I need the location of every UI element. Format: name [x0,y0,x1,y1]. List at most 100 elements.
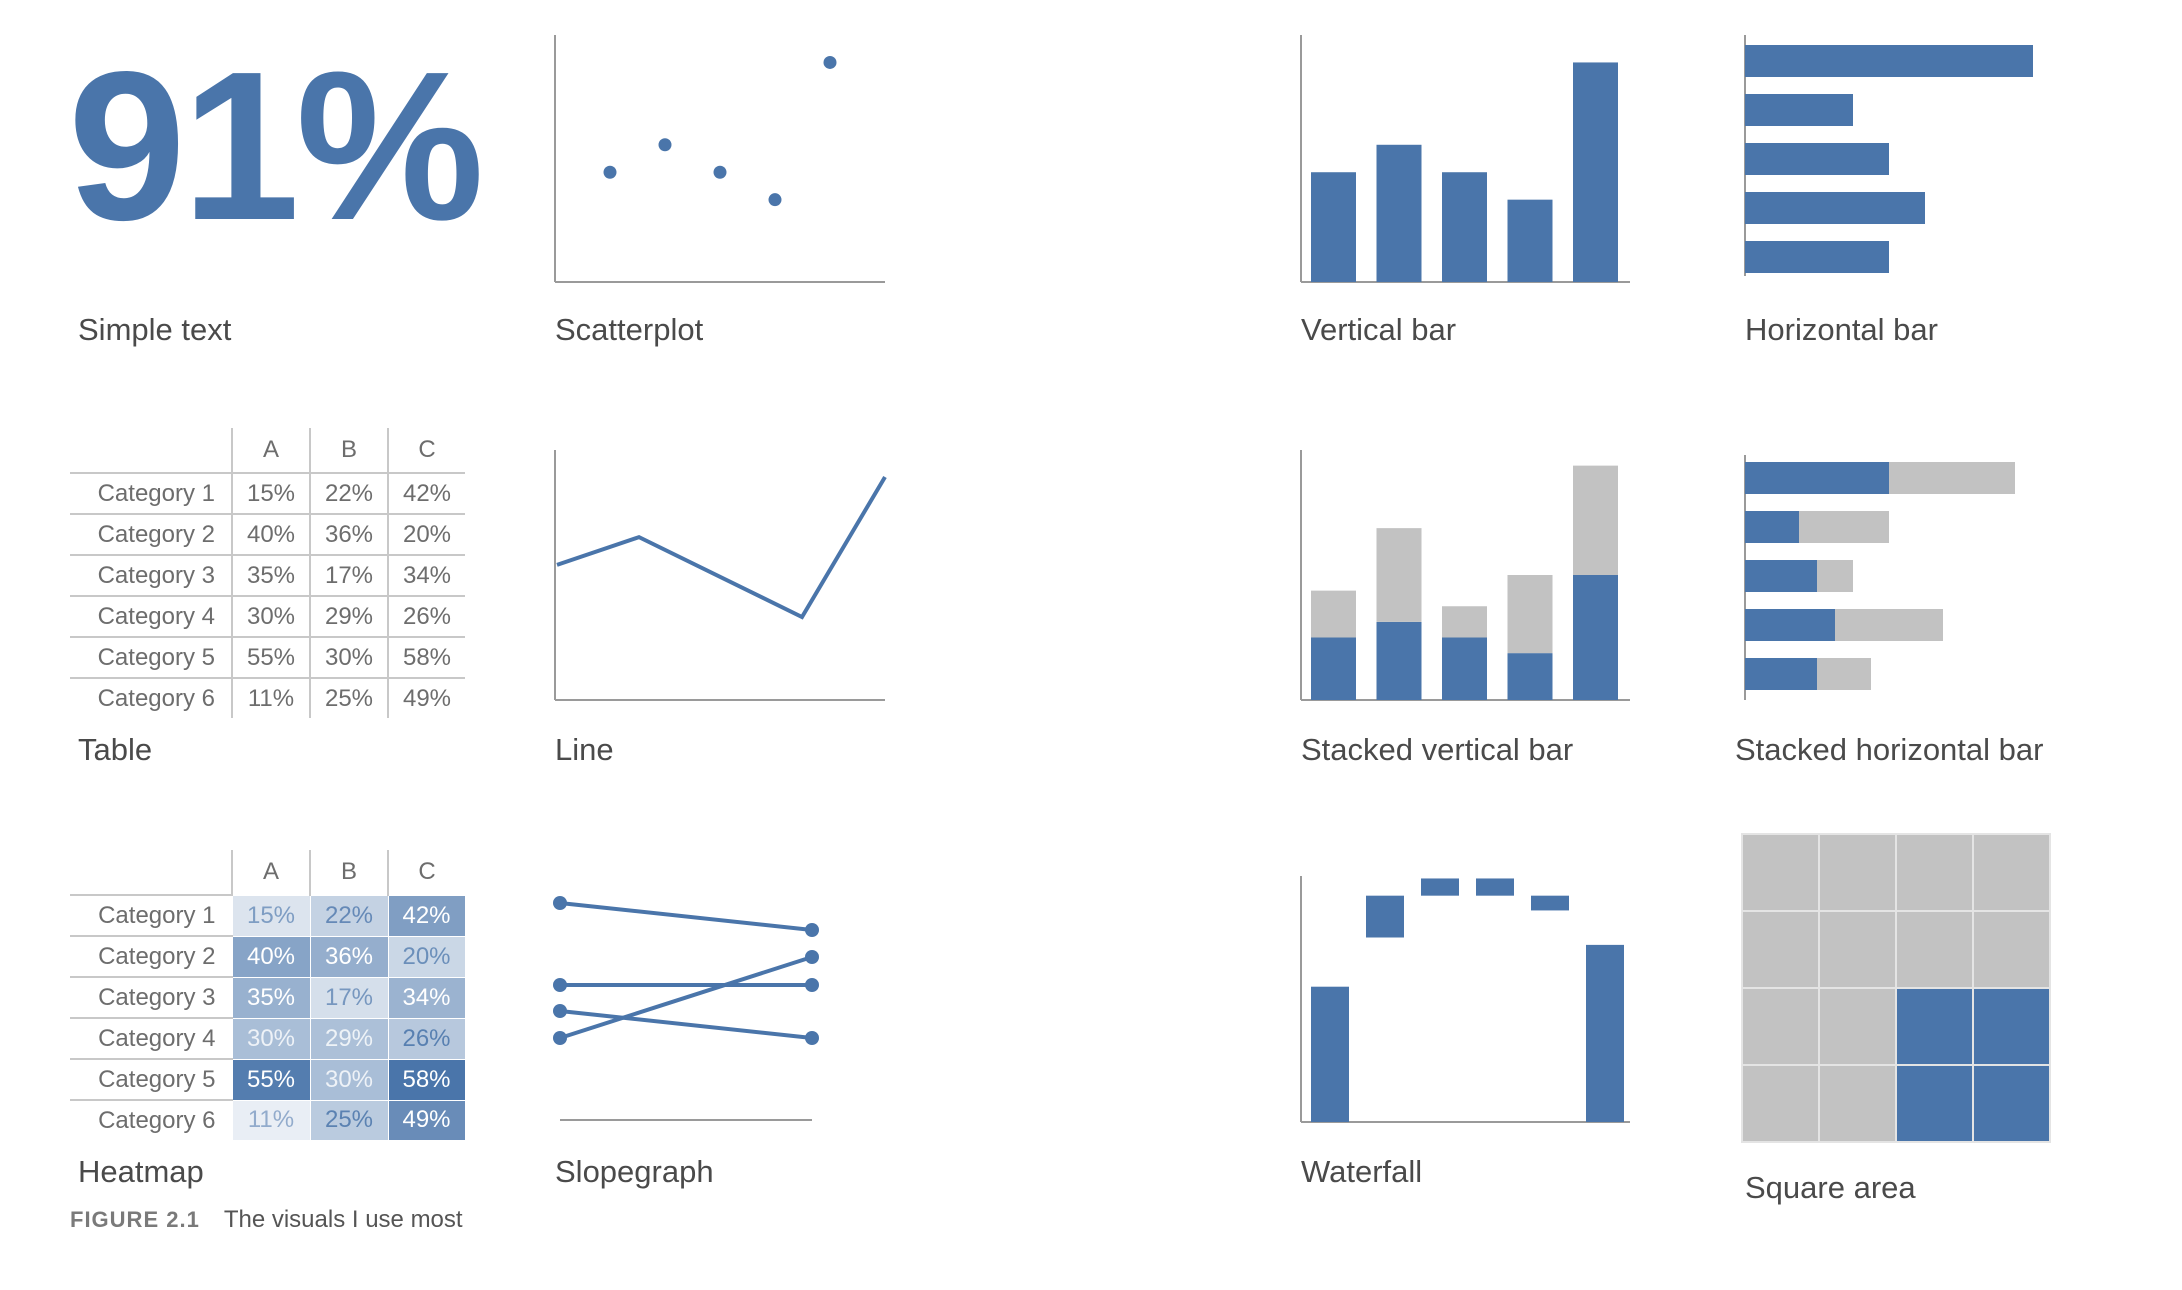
stacked-vertical-bar-base-3 [1442,637,1487,700]
caption-simple-text: Simple text [78,312,232,347]
caption-vertical-bar: Vertical bar [1301,312,1457,347]
slopegraph-end-point-1 [805,923,819,937]
waterfall-bar-6 [1586,944,1624,1122]
stacked-vertical-bar-top-4 [1507,575,1553,654]
table-column-header: A [231,428,310,473]
heatmap-row-label: Category 6 [70,1099,232,1140]
square-area-cell-4 [1972,833,2051,912]
table-row-label: Category 2 [70,513,232,555]
table-row: Category 3 35% 17% 34% [70,554,465,596]
caption-stacked-horizontal-bar: Stacked horizontal bar [1735,732,2044,767]
table-cell: 17% [309,554,388,596]
caption-stacked-vertical-bar: Stacked vertical bar [1301,732,1574,767]
figure-label: FIGURE 2.1 [70,1207,200,1232]
stacked-vertical-bar-top-1 [1311,590,1356,638]
heatmap-cell: 26% [387,1017,466,1060]
heatmap-cell: 49% [387,1099,466,1141]
table-row: Category 6 11% 25% 49% [70,677,465,718]
heatmap-cell: 30% [309,1058,389,1101]
heatmap-cell: 15% [231,894,311,937]
table-cell: 25% [309,677,388,718]
slopegraph-line-3 [559,1009,813,1040]
stacked-horizontal-bar-base-4 [1745,609,1835,641]
heatmap-cell: 42% [387,894,466,937]
vertical-bar-3 [1442,172,1487,282]
stacked-horizontal-bar-base-3 [1745,560,1817,592]
vertical-bar-4 [1507,199,1553,282]
heatmap-cell: 35% [231,976,311,1019]
line-series [556,475,887,620]
stacked-horizontal-bar-top-2 [1799,511,1889,543]
table-corner [70,428,232,473]
scatter-point-3 [713,165,727,179]
table-cell: 29% [309,595,388,637]
table-cell: 49% [387,677,465,718]
heatmap-cell: 58% [387,1058,466,1101]
square-area-cell-11 [1895,987,1974,1066]
heatmap-column-header: C [387,850,465,895]
stacked-horizontal-bar-base-2 [1745,511,1799,543]
vertical-bar-1 [1311,172,1356,282]
table-column-header: C [387,428,465,473]
slopegraph-start-point-2 [553,978,567,992]
table-row-label: Category 6 [70,677,232,718]
caption-slopegraph: Slopegraph [555,1154,714,1189]
heatmap-cell: 29% [309,1017,389,1060]
heatmap-cell: 40% [231,935,311,978]
heatmap-column-header: A [231,850,310,895]
stacked-horizontal-bar-base-1 [1745,462,1889,494]
table-cell: 58% [387,636,465,678]
caption-square-area: Square area [1745,1170,1916,1205]
heatmap-row-label: Category 2 [70,935,232,977]
scatter-point-1 [603,165,617,179]
table-cell: 30% [231,595,310,637]
slopegraph-line-1 [559,901,813,932]
square-area-cell-14 [1818,1064,1897,1143]
table-column-header: B [309,428,388,473]
caption-table: Table [78,732,153,767]
table-cell: 11% [231,677,310,718]
figure-title: The visuals I use most [223,1206,463,1233]
horizontal-bar-2 [1745,94,1853,126]
scatter-point-4 [768,193,782,207]
stacked-vertical-bar-top-3 [1442,606,1487,638]
slopegraph-start-point-3 [553,1004,567,1018]
waterfall-bar-1 [1311,986,1349,1122]
caption-horizontal-bar: Horizontal bar [1745,312,1938,347]
square-area-cell-12 [1972,987,2051,1066]
table-cell: 34% [387,554,465,596]
stacked-horizontal-bar-base-5 [1745,658,1817,690]
waterfall-bar-4 [1476,878,1514,896]
table-cell: 15% [231,472,310,514]
square-area-cell-13 [1741,1064,1820,1143]
heatmap-column-header: B [309,850,388,895]
table-row-label: Category 1 [70,472,232,514]
heatmap-row: Category 5 55% 30% 58% [70,1058,466,1101]
square-area-cell-7 [1895,910,1974,989]
figure-caption: FIGURE 2.1 The visuals I use most [70,1206,463,1234]
stacked-horizontal-bar-top-1 [1889,462,2015,494]
table-cell: 26% [387,595,465,637]
square-area-cell-16 [1972,1064,2051,1143]
square-area-cell-9 [1741,987,1820,1066]
heatmap-row: Category 1 15% 22% 42% [70,894,466,937]
square-area-cell-2 [1818,833,1897,912]
heatmap-cell: 55% [231,1058,311,1101]
table-cell: 40% [231,513,310,555]
vertical-bar-2 [1376,144,1422,282]
waterfall-bar-2 [1366,895,1404,938]
scatter-point-5 [823,55,837,69]
stacked-vertical-bar-base-5 [1573,575,1618,700]
table-row: Category 2 40% 36% 20% [70,513,465,555]
heatmap-cell: 17% [309,976,389,1019]
stacked-horizontal-bar-top-4 [1835,609,1943,641]
slopegraph-line-4 [559,955,813,1040]
heatmap-cell: 22% [309,894,389,937]
table-row: Category 4 30% 29% 26% [70,595,465,637]
heatmap-row-label: Category 3 [70,976,232,1018]
stacked-vertical-bar-top-5 [1573,465,1618,575]
table-cell: 22% [309,472,388,514]
heatmap-cell: 34% [387,976,466,1019]
square-area-cell-10 [1818,987,1897,1066]
